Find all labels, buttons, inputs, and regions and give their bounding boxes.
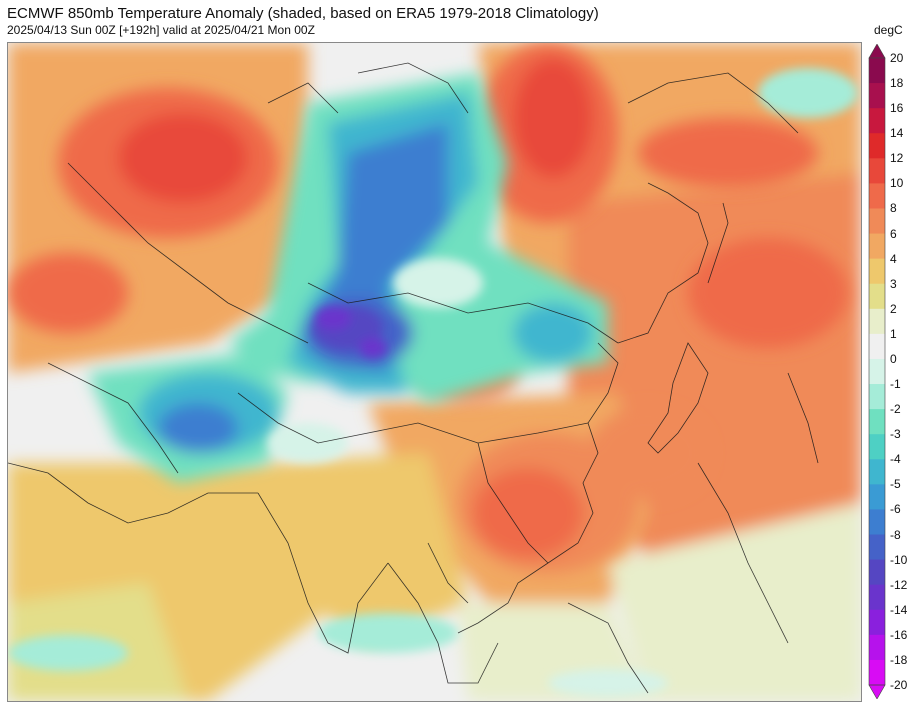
colorbar-bin bbox=[869, 258, 885, 285]
anomaly-map bbox=[7, 42, 862, 702]
colorbar-bin bbox=[869, 509, 885, 536]
colorbar-tick-label: 20 bbox=[890, 51, 904, 65]
colorbar-bin bbox=[869, 384, 885, 410]
colorbar-bin bbox=[869, 58, 885, 84]
colorbar-tick-label: 10 bbox=[890, 176, 904, 191]
colorbar-tick-label: -2 bbox=[890, 402, 901, 417]
colorbar-tick-label: -1 bbox=[890, 377, 901, 392]
colorbar-tick-label: 16 bbox=[890, 101, 904, 116]
map-title: ECMWF 850mb Temperature Anomaly (shaded,… bbox=[7, 5, 599, 22]
colorbar-tick-label: 6 bbox=[890, 226, 897, 241]
colorbar-bin bbox=[869, 609, 885, 636]
colorbar-bin bbox=[869, 183, 885, 209]
colorbar-tick-label: -12 bbox=[890, 577, 908, 592]
colorbar-tick-label: -14 bbox=[890, 602, 908, 617]
colorbar-bin bbox=[869, 634, 885, 661]
colorbar-tick-label: 14 bbox=[890, 126, 904, 141]
colorbar-bin bbox=[869, 83, 885, 109]
colorbar-min-arrow bbox=[868, 684, 886, 699]
colorbar-bin bbox=[869, 358, 885, 385]
colorbar-tick-label: -20 bbox=[890, 678, 908, 692]
colorbar-tick-label: -18 bbox=[890, 652, 908, 667]
colorbar-bin bbox=[869, 534, 885, 561]
colorbar-bin bbox=[869, 659, 885, 686]
colorbar-tick-label: -6 bbox=[890, 502, 901, 517]
colorbar-tick-label: -16 bbox=[890, 627, 908, 642]
valid-time-subtitle: 2025/04/13 Sun 00Z [+192h] valid at 2025… bbox=[7, 23, 315, 37]
colorbar-bin bbox=[869, 484, 885, 510]
colorbar-bin bbox=[869, 158, 885, 184]
colorbar-bin bbox=[869, 233, 885, 260]
colorbar-tick-label: 12 bbox=[890, 151, 904, 166]
colorbar-bin bbox=[869, 459, 885, 485]
colorbar-bin bbox=[869, 434, 885, 460]
colorbar-tick-label: 0 bbox=[890, 351, 897, 366]
colorbar bbox=[868, 44, 886, 699]
colorbar-tick-label: -5 bbox=[890, 477, 901, 492]
colorbar-bin bbox=[869, 208, 885, 235]
colorbar-tick-label: -10 bbox=[890, 552, 908, 567]
colorbar-bin bbox=[869, 283, 885, 310]
colorbar-tick-label: 18 bbox=[890, 76, 904, 91]
anomaly-map-shading bbox=[8, 43, 861, 701]
colorbar-tick-label: 1 bbox=[890, 326, 897, 341]
colorbar-tick-label: -4 bbox=[890, 452, 901, 467]
colorbar-bin bbox=[869, 333, 885, 360]
colorbar-max-arrow bbox=[868, 44, 886, 59]
colorbar-bin bbox=[869, 108, 885, 134]
colorbar-unit: degC bbox=[874, 23, 903, 37]
colorbar-tick-label: 8 bbox=[890, 201, 897, 216]
colorbar-bin bbox=[869, 308, 885, 335]
colorbar-bin bbox=[869, 584, 885, 611]
colorbar-tick-label: -3 bbox=[890, 427, 901, 442]
colorbar-bin bbox=[869, 559, 885, 586]
colorbar-bin bbox=[869, 409, 885, 435]
colorbar-tick-label: 3 bbox=[890, 276, 897, 291]
colorbar-tick-label: -8 bbox=[890, 527, 901, 542]
colorbar-tick-label: 2 bbox=[890, 301, 897, 316]
colorbar-tick-label: 4 bbox=[890, 251, 897, 266]
colorbar-bin bbox=[869, 133, 885, 159]
